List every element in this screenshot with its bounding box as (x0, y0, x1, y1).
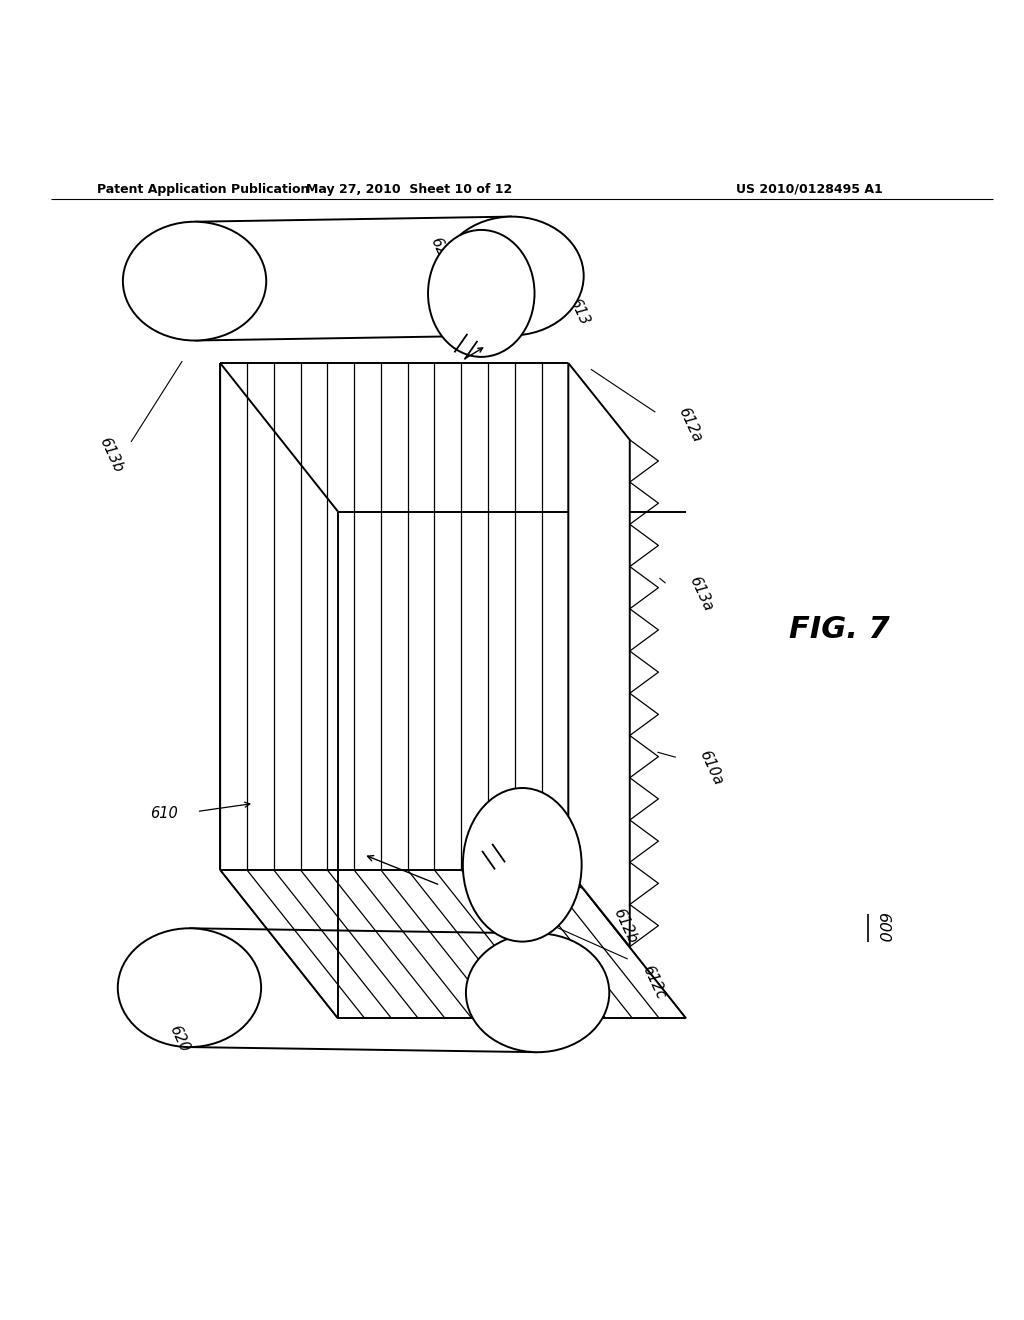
Text: FIG. 7: FIG. 7 (790, 615, 890, 644)
Text: 600: 600 (876, 913, 890, 944)
Ellipse shape (123, 222, 266, 341)
Text: 610: 610 (150, 807, 178, 821)
Ellipse shape (466, 933, 609, 1052)
Text: 612c: 612c (639, 964, 668, 1002)
Ellipse shape (428, 230, 535, 356)
Text: 613a: 613a (686, 574, 715, 614)
Ellipse shape (440, 216, 584, 335)
Text: 612b: 612b (610, 907, 639, 946)
Text: 620: 620 (428, 235, 453, 267)
Text: 620: 620 (167, 1023, 191, 1055)
Ellipse shape (463, 788, 582, 941)
Text: Patent Application Publication: Patent Application Publication (97, 183, 309, 195)
Text: 613: 613 (566, 296, 591, 327)
Text: 612a: 612a (676, 405, 705, 445)
Polygon shape (568, 363, 630, 946)
Text: May 27, 2010  Sheet 10 of 12: May 27, 2010 Sheet 10 of 12 (306, 183, 513, 195)
Text: US 2010/0128495 A1: US 2010/0128495 A1 (735, 183, 883, 195)
Ellipse shape (118, 928, 261, 1047)
Text: 610a: 610a (696, 747, 725, 787)
Text: 613b: 613b (96, 436, 125, 475)
